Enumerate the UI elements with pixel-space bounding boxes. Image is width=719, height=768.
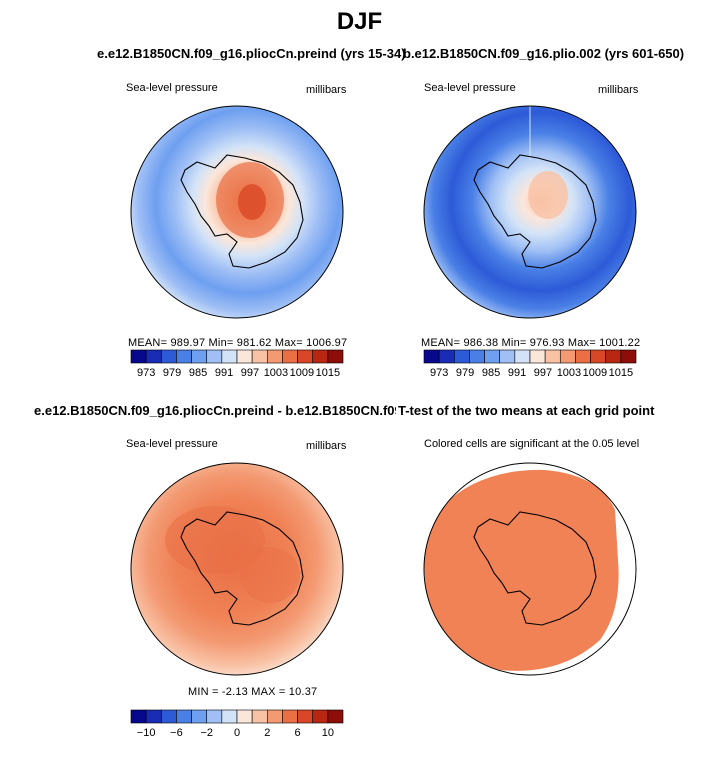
colorbar-swatch — [529, 349, 546, 364]
colorbar-tick-label: 1009 — [290, 367, 314, 379]
colorbar-swatch — [453, 349, 470, 364]
colorbar-swatch — [469, 349, 485, 364]
colorbar-tick-label: 997 — [241, 367, 259, 379]
panel-2-variable-label: Sea-level pressure — [424, 82, 516, 94]
panel-3-stats: MIN = -2.13 MAX = 10.37 — [188, 686, 318, 698]
colorbar-tick-label: −6 — [170, 727, 183, 739]
colorbar-swatch — [559, 349, 576, 364]
colorbar-tick-label: 997 — [534, 367, 552, 379]
panel-1-title: e.e12.B1850CN.f09_g16.pliocCn.preind (yr… — [97, 46, 406, 61]
colorbar-tick-label: 973 — [137, 367, 155, 379]
colorbar-swatch — [605, 349, 622, 364]
colorbar-swatch — [297, 349, 314, 364]
panel-2-map — [423, 105, 637, 319]
panel-4-title: T-test of the two means at each grid poi… — [396, 403, 655, 418]
colorbar-swatch — [145, 349, 162, 364]
colorbar-tick-label: 1015 — [316, 367, 340, 379]
colorbar-swatch — [176, 709, 192, 724]
panel-1-units-label: millibars — [306, 84, 347, 96]
panel-3-variable-label: Sea-level pressure — [126, 438, 218, 450]
colorbar-swatch — [575, 349, 591, 364]
colorbar-tick-label: 985 — [482, 367, 500, 379]
colorbar-swatch — [282, 349, 298, 364]
colorbar-swatch — [484, 349, 501, 364]
colorbar-tick-label: 1015 — [609, 367, 633, 379]
colorbar-swatch — [327, 709, 344, 724]
colorbar-swatch — [236, 349, 253, 364]
colorbar-swatch — [191, 709, 208, 724]
colorbar-tick-label: 1003 — [264, 367, 288, 379]
colorbar-swatch — [312, 349, 329, 364]
colorbar-swatch — [236, 709, 253, 724]
panel-3-units-label: millibars — [306, 440, 347, 452]
panel-2-title: b.e12.B1850CN.f09_g16.plio.002 (yrs 601-… — [403, 46, 685, 61]
colorbar-tick-label: 2 — [264, 727, 270, 739]
panel-2-colorbar: 973 979 985 991 997 1003 1009 1015 — [423, 349, 637, 379]
colorbar-swatch — [130, 349, 147, 364]
colorbar-tick-label: 10 — [322, 727, 334, 739]
figure-title: DJF — [336, 8, 383, 35]
panel-2-units-label: millibars — [598, 84, 639, 96]
colorbar-tick-label: 991 — [215, 367, 233, 379]
colorbar-tick-label: 1003 — [557, 367, 581, 379]
colorbar-swatch — [160, 349, 177, 364]
colorbar-swatch — [191, 349, 208, 364]
colorbar-swatch — [438, 349, 455, 364]
colorbar-swatch — [160, 709, 177, 724]
panel-1-variable-label: Sea-level pressure — [126, 82, 218, 94]
colorbar-tick-label: 979 — [456, 367, 474, 379]
panel-2-stats: MEAN= 986.38 Min= 976.93 Max= 1001.22 — [421, 337, 641, 349]
colorbar-swatch — [145, 709, 162, 724]
panel-4-map — [423, 462, 637, 676]
colorbar-tick-label: 6 — [295, 727, 301, 739]
panel-3-colorbar: −10 −6 −2 0 2 6 10 — [130, 709, 344, 739]
colorbar-swatch — [282, 709, 298, 724]
colorbar-swatch — [499, 349, 516, 364]
colorbar-swatch — [590, 349, 607, 364]
colorbar-swatch — [312, 709, 329, 724]
colorbar-swatch — [130, 709, 147, 724]
panel-4-annotation: Colored cells are significant at the 0.0… — [424, 438, 640, 450]
panel-1-colorbar: 973 979 985 991 997 1003 1009 1015 — [130, 349, 344, 379]
colorbar-swatch — [620, 349, 637, 364]
panel-1-map — [130, 105, 344, 319]
colorbar-swatch — [266, 709, 283, 724]
colorbar-tick-label: 973 — [430, 367, 448, 379]
colorbar-tick-label: −10 — [137, 727, 156, 739]
colorbar-tick-label: 0 — [234, 727, 240, 739]
panel-3-map — [130, 462, 344, 676]
colorbar-swatch — [544, 349, 561, 364]
panel-3-title: e.e12.B1850CN.f09_g16.pliocCn.preind - b… — [34, 403, 484, 418]
colorbar-tick-label: 979 — [163, 367, 181, 379]
panel-1-stats: MEAN= 989.97 Min= 981.62 Max= 1006.97 — [128, 337, 348, 349]
colorbar-swatch — [176, 349, 192, 364]
colorbar-swatch — [514, 349, 531, 364]
colorbar-swatch — [266, 349, 283, 364]
colorbar-swatch — [206, 709, 223, 724]
colorbar-swatch — [221, 349, 238, 364]
colorbar-swatch — [206, 349, 223, 364]
colorbar-swatch — [251, 349, 268, 364]
colorbar-tick-label: 1009 — [583, 367, 607, 379]
colorbar-swatch — [423, 349, 440, 364]
colorbar-swatch — [221, 709, 238, 724]
colorbar-swatch — [251, 709, 268, 724]
colorbar-tick-label: 985 — [189, 367, 207, 379]
colorbar-swatch — [297, 709, 314, 724]
colorbar-tick-label: −2 — [200, 727, 213, 739]
colorbar-tick-label: 991 — [508, 367, 526, 379]
colorbar-swatch — [327, 349, 344, 364]
